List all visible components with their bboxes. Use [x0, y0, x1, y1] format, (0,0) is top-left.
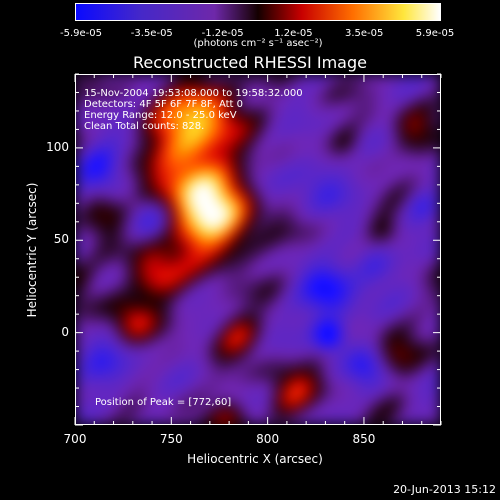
- peak-position-label: Position of Peak = [772,60]: [95, 397, 232, 408]
- colorbar-tick-label: -1.2e-05: [201, 28, 244, 39]
- x-tick-label: 850: [352, 432, 376, 446]
- annotation-line: Detectors: 4F 5F 6F 7F 8F, Att 0: [84, 99, 244, 110]
- timestamp: 20-Jun-2013 15:12: [393, 483, 496, 496]
- colorbar: [75, 3, 441, 21]
- annotation-line: 15-Nov-2004 19:53:08.000 to 19:58:32.000: [84, 88, 303, 99]
- colorbar-label: (photons cm⁻² s⁻¹ asec⁻²): [193, 38, 323, 49]
- colorbar-tick-label: -5.9e-05: [60, 28, 102, 39]
- x-axis-label: Heliocentric X (arcsec): [187, 452, 323, 466]
- annotation-line: Energy Range: 12.0 - 25.0 keV: [84, 110, 237, 121]
- colorbar-tick-label: 1.2e-05: [274, 28, 313, 39]
- x-tick-label: 700: [63, 432, 87, 446]
- colorbar-tick-label: 5.9e-05: [415, 28, 455, 39]
- y-tick-label: 0: [61, 324, 69, 339]
- heatmap-canvas: [76, 75, 440, 424]
- colorbar-gradient: [76, 4, 440, 20]
- y-tick-label: 100: [46, 139, 69, 154]
- x-tick-label: 800: [256, 432, 280, 446]
- plot-area: 15-Nov-2004 19:53:08.000 to 19:58:32.000…: [75, 74, 441, 425]
- colorbar-tick-label: -3.5e-05: [130, 28, 173, 39]
- y-tick-label: 50: [53, 232, 69, 247]
- x-tick-label: 750: [159, 432, 183, 446]
- colorbar-tick-label: 3.5e-05: [344, 28, 384, 39]
- chart-title: Reconstructed RHESSI Image: [133, 53, 367, 72]
- annotation-line: Clean Total counts: 828.: [84, 121, 205, 132]
- y-axis-label: Heliocentric Y (arcsec): [25, 182, 39, 318]
